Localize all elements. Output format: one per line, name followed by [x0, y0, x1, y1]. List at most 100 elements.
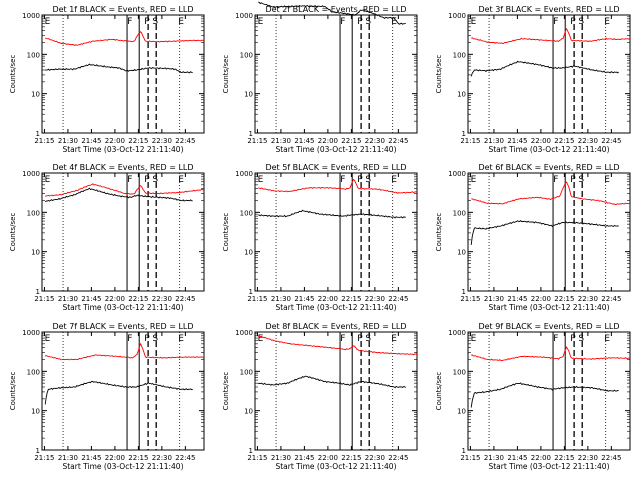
- marker-label: P: [144, 17, 150, 27]
- y-tick-label: 100: [453, 51, 466, 59]
- y-tick-label: 1000: [235, 329, 253, 337]
- x-tick-label: 21:30: [58, 295, 78, 303]
- events-series: [258, 375, 406, 389]
- x-tick-label: 21:45: [294, 137, 314, 145]
- panel-6: Det 6f BLACK = Events, RED = LLD 1 10 100 10…: [435, 163, 631, 312]
- x-tick-label: 22:45: [601, 454, 621, 462]
- x-tick-label: 22:30: [152, 454, 172, 462]
- y-tick-label: 100: [240, 51, 253, 59]
- marker-label: E: [45, 175, 51, 185]
- marker-label: S: [365, 175, 371, 185]
- y-axis-label: Counts/sec: [435, 372, 443, 411]
- x-tick-label: 21:45: [81, 295, 101, 303]
- x-tick-label: 21:30: [484, 454, 504, 462]
- y-tick-label: 10: [457, 249, 466, 257]
- plot-frame: [467, 172, 631, 292]
- y-tick-label: 10: [244, 91, 253, 99]
- x-axis-label: Start Time (03-Oct-12 21:11:40): [62, 462, 183, 471]
- panel-7: Det 7f BLACK = Events, RED = LLD 1 10 100 10…: [9, 322, 205, 471]
- x-tick-label: 22:45: [388, 454, 408, 462]
- y-tick-label: 10: [244, 249, 253, 257]
- x-axis-label: Start Time (03-Oct-12 21:11:40): [488, 145, 609, 154]
- panel-4: Det 4f BLACK = Events, RED = LLD 1 10 100 10…: [9, 163, 205, 312]
- y-tick-label: 100: [27, 51, 40, 59]
- panel-title: Det 9f BLACK = Events, RED = LLD: [478, 322, 619, 331]
- y-tick-label: 1000: [22, 329, 40, 337]
- marker-label: E: [604, 17, 610, 27]
- x-tick-label: 21:15: [460, 137, 480, 145]
- marker-label: E: [604, 175, 610, 185]
- y-tick-label: 1000: [22, 170, 40, 178]
- x-axis-label: Start Time (03-Oct-12 21:11:40): [275, 145, 396, 154]
- x-tick-label: 22:45: [601, 295, 621, 303]
- x-tick-label: 22:15: [128, 137, 148, 145]
- x-tick-label: 21:15: [247, 137, 267, 145]
- y-tick-label: 1000: [448, 329, 466, 337]
- y-tick-label: 10: [31, 91, 40, 99]
- y-tick-label: 1: [36, 288, 40, 296]
- marker-label: E: [45, 334, 51, 344]
- y-tick-label: 100: [27, 209, 40, 217]
- panel-title: Det 2f BLACK = Events, RED = LLD: [265, 5, 406, 14]
- marker-label: E: [391, 17, 397, 27]
- plot-frame: [41, 172, 205, 292]
- x-tick-label: 22:45: [175, 137, 195, 145]
- x-tick-label: 22:30: [365, 295, 385, 303]
- marker-label: E: [258, 175, 264, 185]
- x-tick-label: 22:45: [175, 454, 195, 462]
- marker-label: F: [553, 175, 558, 185]
- lld-series: [45, 31, 204, 47]
- x-tick-label: 21:45: [81, 137, 101, 145]
- marker-label: F: [127, 334, 132, 344]
- x-tick-label: 22:00: [531, 137, 551, 145]
- plot-frame: [254, 331, 418, 451]
- panel-title: Det 7f BLACK = Events, RED = LLD: [52, 322, 193, 331]
- x-axis-label: Start Time (03-Oct-12 21:11:40): [275, 462, 396, 471]
- marker-label: E: [258, 17, 264, 27]
- x-tick-label: 21:45: [507, 454, 527, 462]
- x-tick-label: 22:45: [175, 295, 195, 303]
- marker-label: S: [365, 17, 371, 27]
- x-tick-label: 22:45: [388, 295, 408, 303]
- y-tick-label: 1000: [235, 170, 253, 178]
- y-axis-label: Counts/sec: [222, 55, 230, 94]
- x-tick-label: 21:30: [271, 295, 291, 303]
- lld-series: [471, 27, 631, 45]
- x-tick-label: 22:15: [341, 137, 361, 145]
- marker-label: E: [391, 334, 397, 344]
- marker-label: E: [178, 334, 184, 344]
- x-tick-label: 22:30: [578, 454, 598, 462]
- x-axis-label: Start Time (03-Oct-12 21:11:40): [62, 145, 183, 154]
- events-series: [45, 63, 193, 74]
- x-axis-label: Start Time (03-Oct-12 21:11:40): [62, 303, 183, 312]
- x-tick-label: 22:30: [152, 137, 172, 145]
- x-tick-label: 22:30: [578, 137, 598, 145]
- plot-frame: [467, 331, 631, 451]
- y-tick-label: 10: [31, 408, 40, 416]
- x-tick-label: 22:00: [105, 137, 125, 145]
- marker-label: S: [578, 175, 584, 185]
- y-tick-label: 1: [36, 447, 40, 455]
- x-tick-label: 21:45: [507, 137, 527, 145]
- y-tick-label: 1000: [235, 12, 253, 20]
- marker-label: P: [570, 334, 576, 344]
- x-tick-label: 22:00: [318, 454, 338, 462]
- lld-series: [471, 181, 631, 205]
- x-tick-label: 22:30: [152, 295, 172, 303]
- marker-label: P: [570, 17, 576, 27]
- x-tick-label: 22:15: [128, 295, 148, 303]
- marker-label: E: [471, 334, 477, 344]
- plot-frame: [41, 331, 205, 451]
- x-tick-label: 22:15: [554, 137, 574, 145]
- panel-9: Det 9f BLACK = Events, RED = LLD 1 10 100 10…: [435, 322, 631, 471]
- x-tick-label: 22:00: [105, 454, 125, 462]
- marker-label: E: [471, 175, 477, 185]
- lld-series: [44, 342, 204, 361]
- y-tick-label: 10: [457, 91, 466, 99]
- events-series: [258, 209, 406, 219]
- marker-label: S: [365, 334, 371, 344]
- plot-frame: [254, 14, 418, 134]
- marker-label: E: [178, 175, 184, 185]
- lld-series: [258, 335, 418, 356]
